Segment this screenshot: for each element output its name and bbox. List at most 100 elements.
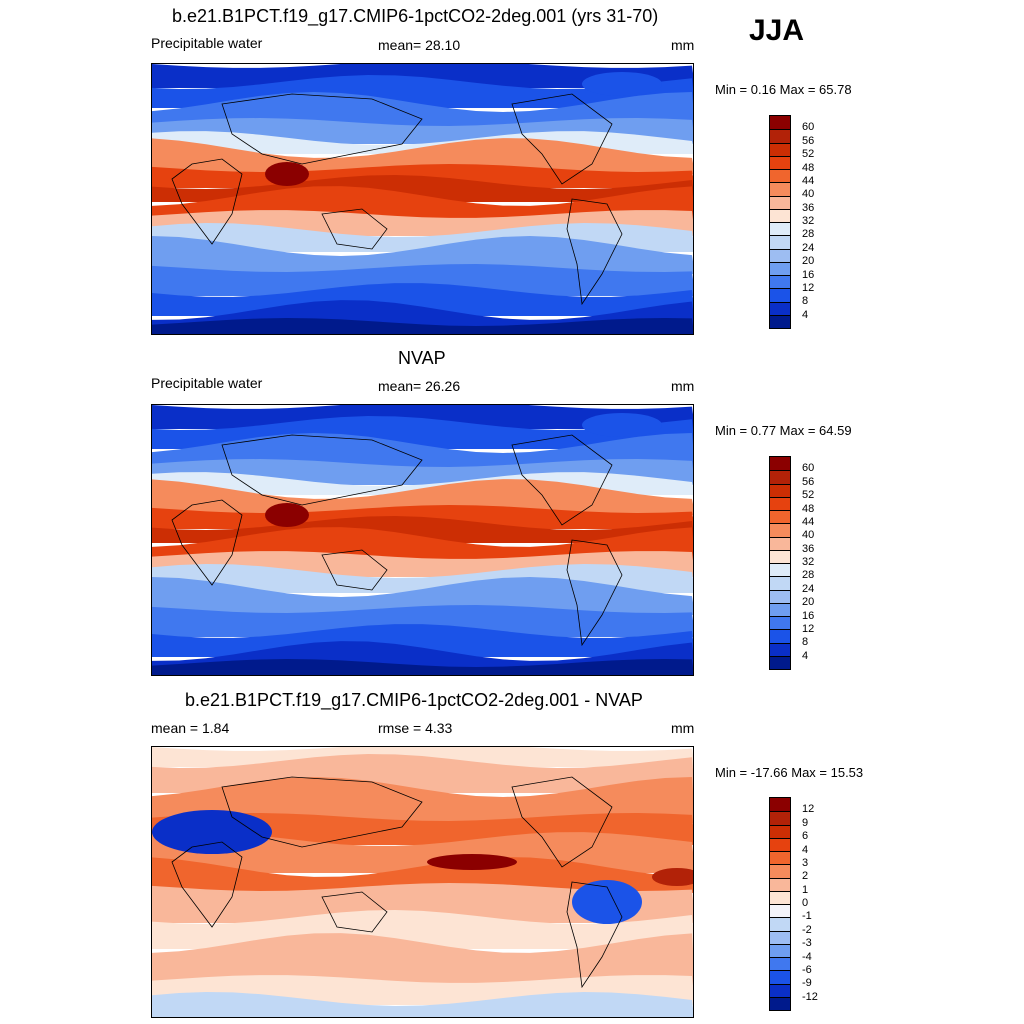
- colorbar-tick-label: -9: [802, 977, 812, 990]
- colorbar-swatch: [770, 576, 790, 590]
- panel-2-colorbar: [769, 456, 791, 670]
- colorbar-swatch: [770, 549, 790, 563]
- panel-1-minmax: Min = 0.16 Max = 65.78: [715, 82, 852, 97]
- coastline: [511, 434, 613, 526]
- colorbar-tick-label: 40: [802, 188, 815, 201]
- contour-band: [152, 659, 693, 675]
- contour-band: [152, 605, 693, 637]
- colorbar-tick-label: 56: [802, 475, 815, 488]
- contour-band: [152, 933, 693, 985]
- colorbar-swatch: [770, 261, 790, 275]
- panel-3-units: mm: [671, 720, 695, 736]
- panel-2-mean: mean= 26.26: [378, 378, 461, 394]
- colorbar-tick-label: 12: [802, 622, 815, 635]
- coastline: [171, 499, 243, 586]
- contour-band: [152, 883, 693, 923]
- colorbar-swatch: [770, 983, 790, 997]
- colorbar-tick-label: -3: [802, 937, 812, 950]
- colorbar-swatch: [770, 811, 790, 825]
- max-region: [265, 162, 309, 186]
- colorbar-swatch: [770, 195, 790, 209]
- coastline: [221, 93, 423, 165]
- panel-2-map: [151, 404, 694, 676]
- colorbar-swatch: [770, 314, 790, 328]
- colorbar-swatch: [770, 235, 790, 249]
- colorbar-swatch: [770, 824, 790, 838]
- coastline: [321, 208, 388, 250]
- contour-band: [152, 857, 693, 893]
- colorbar-swatch: [770, 629, 790, 643]
- coastline: [566, 198, 623, 306]
- negative-region: [572, 880, 642, 924]
- panel-1-field-plot: [152, 64, 693, 334]
- colorbar-tick-label: 8: [802, 295, 809, 308]
- colorbar-swatch: [770, 970, 790, 984]
- contour-band: [152, 264, 693, 296]
- colorbar-tick-label: 60: [802, 121, 815, 134]
- colorbar-swatch: [770, 996, 790, 1010]
- colorbar-swatch: [770, 496, 790, 510]
- positive-region: [427, 854, 517, 870]
- panel-1-units: mm: [671, 37, 695, 53]
- panel-1-map: [151, 63, 694, 335]
- positive-region: [652, 868, 693, 886]
- colorbar-tick-label: 12: [802, 281, 815, 294]
- coastline: [321, 549, 388, 591]
- panel-3-map: [151, 746, 694, 1018]
- colorbar-tick-label: 20: [802, 596, 815, 609]
- colorbar-tick-label: 52: [802, 148, 815, 161]
- colorbar-swatch: [770, 470, 790, 484]
- contour-band: [152, 992, 693, 1017]
- contour-band: [152, 236, 693, 274]
- colorbar-swatch: [770, 957, 790, 971]
- colorbar-tick-label: 48: [802, 502, 815, 515]
- colorbar-tick-label: 44: [802, 515, 815, 528]
- colorbar-swatch: [770, 798, 790, 812]
- colorbar-tick-label: 56: [802, 134, 815, 147]
- season-label: JJA: [749, 14, 805, 47]
- colorbar-swatch: [770, 155, 790, 169]
- colorbar-tick-label: 4: [802, 308, 809, 321]
- colorbar-tick-label: 12: [802, 803, 815, 816]
- colorbar-swatch: [770, 301, 790, 315]
- colorbar-tick-label: 48: [802, 161, 815, 174]
- colorbar-tick-label: 2: [802, 870, 809, 883]
- coastline: [566, 539, 623, 647]
- colorbar-tick-label: 1: [802, 883, 809, 896]
- colorbar-swatch: [770, 616, 790, 630]
- colorbar-swatch: [770, 655, 790, 669]
- negative-region: [152, 810, 272, 854]
- colorbar-tick-label: 3: [802, 856, 809, 869]
- coastline: [221, 434, 423, 506]
- colorbar-tick-label: 32: [802, 556, 815, 568]
- contour-band: [152, 777, 693, 823]
- colorbar-swatch: [770, 904, 790, 918]
- panel-1-colorbar: [769, 115, 791, 329]
- colorbar-tick-label: 36: [802, 201, 815, 214]
- colorbar-tick-label: 0: [802, 897, 809, 909]
- colorbar-tick-label: 16: [802, 268, 815, 281]
- colorbar-swatch: [770, 943, 790, 957]
- colorbar-swatch: [770, 563, 790, 577]
- panel-3-difference-plot: [152, 747, 693, 1017]
- colorbar-swatch: [770, 275, 790, 289]
- colorbar-swatch: [770, 837, 790, 851]
- colorbar-tick-label: 16: [802, 609, 815, 622]
- colorbar-tick-label: -4: [802, 950, 812, 963]
- colorbar-tick-label: 52: [802, 489, 815, 502]
- panel-2-units: mm: [671, 378, 695, 394]
- colorbar-swatch: [770, 457, 790, 471]
- colorbar-swatch: [770, 182, 790, 196]
- colorbar-tick-label: 24: [802, 241, 815, 254]
- colorbar-swatch: [770, 288, 790, 302]
- contour-band: [152, 318, 693, 334]
- contour-band: [152, 577, 693, 615]
- colorbar-tick-label: 28: [802, 228, 815, 241]
- colorbar-tick-label: 8: [802, 636, 809, 649]
- panel-1-variable-label: Precipitable water: [151, 35, 263, 51]
- colorbar-swatch: [770, 523, 790, 537]
- colorbar-swatch: [770, 129, 790, 143]
- coastline: [171, 158, 243, 245]
- colorbar-tick-label: 44: [802, 174, 815, 187]
- coastline: [511, 93, 613, 185]
